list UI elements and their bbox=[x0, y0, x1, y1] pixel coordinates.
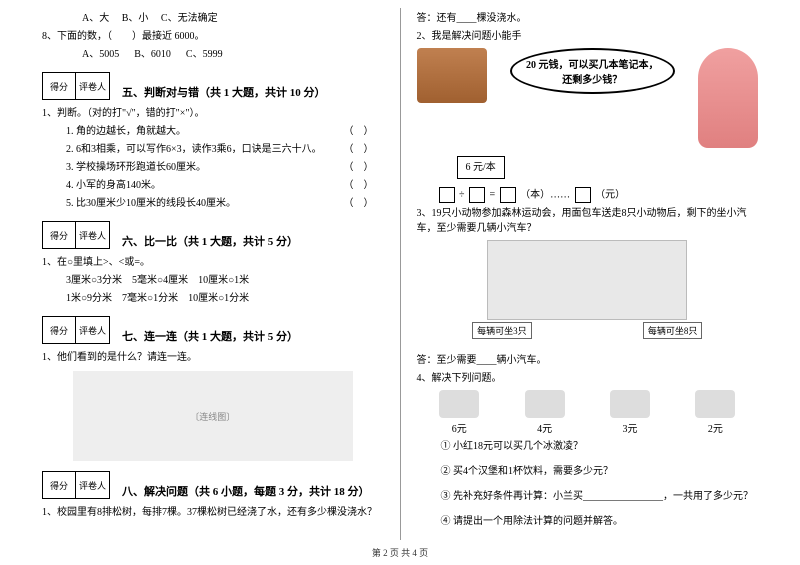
sec5-item: 2. 6和3相乘，可以写作6×3，读作3乘6，口诀是三六十八。 bbox=[66, 144, 322, 155]
paren: （ ） bbox=[344, 124, 374, 139]
cmp: 1米○9分米 bbox=[66, 293, 112, 304]
q8-opt-b: B、6010 bbox=[134, 49, 171, 60]
sec5-item: 3. 学校操场环形跑道长60厘米。 bbox=[66, 162, 206, 173]
page-footer: 第 2 页 共 4 页 bbox=[0, 546, 800, 559]
sub-q4: ④ 请提出一个用除法计算的问题并解答。 bbox=[417, 514, 759, 529]
opt-b: B、小 bbox=[122, 13, 149, 24]
sec7-title: 七、连一连（共 1 大题，共计 5 分） bbox=[122, 328, 384, 344]
price-row: 6元 4元 3元 2元 bbox=[417, 390, 759, 435]
sub-q2: ② 买4个汉堡和1杯饮料，需要多少元？ bbox=[417, 464, 759, 479]
blank-box bbox=[439, 187, 455, 203]
cmp: 3厘米○3分米 bbox=[66, 275, 122, 286]
score-label: 得分 bbox=[42, 471, 76, 499]
sec6-title: 六、比一比（共 1 大题，共计 5 分） bbox=[122, 233, 384, 249]
sec5-item: 4. 小军的身高140米。 bbox=[66, 180, 161, 191]
eq-end: （元） bbox=[595, 189, 625, 200]
q8-opt-a: A、5005 bbox=[82, 49, 119, 60]
eq-mid: （本）…… bbox=[520, 189, 570, 200]
notebook-icon bbox=[417, 48, 487, 103]
sec8-title: 八、解决问题（共 6 小题，每题 3 分，共计 18 分） bbox=[122, 483, 384, 499]
character-icon bbox=[698, 48, 758, 148]
grader-label: 评卷人 bbox=[76, 221, 110, 249]
opt-c: C、无法确定 bbox=[161, 13, 218, 24]
matching-illustration: 〔连线图〕 bbox=[73, 371, 353, 461]
sec5-item: 5. 比30厘米少10厘米的线段长40厘米。 bbox=[66, 198, 236, 209]
grader-label: 评卷人 bbox=[76, 316, 110, 344]
bus-label-a: 每辆可坐3只 bbox=[472, 322, 532, 339]
drink-icon bbox=[525, 390, 565, 418]
score-label: 得分 bbox=[42, 72, 76, 100]
answer-1: 答：还有____棵没浇水。 bbox=[417, 11, 759, 26]
bus-illustration bbox=[487, 240, 687, 320]
hamburger-icon bbox=[439, 390, 479, 418]
cmp: 10厘米○1米 bbox=[198, 275, 249, 286]
paren: （ ） bbox=[344, 160, 374, 175]
bubble-l2: 还剩多少钱？ bbox=[562, 75, 622, 86]
chocolate-icon bbox=[695, 390, 735, 418]
sub-q3: ③ 先补充好条件再计算：小兰买________________，一共用了多少元？ bbox=[417, 489, 759, 504]
q8-opt-c: C、5999 bbox=[186, 49, 223, 60]
price: 6元 bbox=[452, 424, 467, 435]
paren: （ ） bbox=[344, 196, 374, 211]
score-label: 得分 bbox=[42, 316, 76, 344]
cmp: 10厘米○1分米 bbox=[188, 293, 249, 304]
bubble-l1: 20 元钱，可以买几本笔记本， bbox=[526, 60, 659, 71]
answer-3: 答：至少需要____辆小汽车。 bbox=[417, 353, 759, 368]
sec6-q1: 1、在○里填上>、<或=。 bbox=[42, 255, 384, 270]
price: 2元 bbox=[708, 424, 723, 435]
equation-row: ÷ = （本）…… （元） bbox=[437, 187, 759, 203]
blank-box bbox=[469, 187, 485, 203]
sec5-q1: 1、判断。（对的打"√"，错的打"×"）。 bbox=[42, 106, 384, 121]
opt-a: A、大 bbox=[82, 13, 109, 24]
price: 4元 bbox=[537, 424, 552, 435]
icecream-icon bbox=[610, 390, 650, 418]
cmp: 7毫米○1分米 bbox=[122, 293, 178, 304]
blank-box bbox=[500, 187, 516, 203]
blank-box bbox=[575, 187, 591, 203]
grader-label: 评卷人 bbox=[76, 471, 110, 499]
q2-text: 2、我是解决问题小能手 bbox=[417, 29, 759, 44]
paren: （ ） bbox=[344, 178, 374, 193]
q8-text: 8、下面的数，（ ）最接近 6000。 bbox=[42, 29, 384, 44]
score-label: 得分 bbox=[42, 221, 76, 249]
price: 3元 bbox=[622, 424, 637, 435]
q4-text: 4、解决下列问题。 bbox=[417, 371, 759, 386]
price-box: 6 元/本 bbox=[457, 156, 505, 179]
sec7-q1: 1、他们看到的是什么？请连一连。 bbox=[42, 350, 384, 365]
speech-bubble: 20 元钱，可以买几本笔记本， 还剩多少钱？ bbox=[510, 48, 675, 94]
sec5-title: 五、判断对与错（共 1 大题，共计 10 分） bbox=[122, 84, 384, 100]
sec5-item: 1. 角的边越长，角就越大。 bbox=[66, 126, 186, 137]
paren: （ ） bbox=[344, 142, 374, 157]
sec8-q1: 1、校园里有8排松树，每排7棵。37棵松树已经浇了水，还有多少棵没浇水？ bbox=[42, 505, 384, 520]
sub-q1: ① 小红18元可以买几个冰激凌？ bbox=[417, 439, 759, 454]
bus-label-b: 每辆可坐8只 bbox=[643, 322, 703, 339]
column-divider bbox=[400, 8, 401, 540]
grader-label: 评卷人 bbox=[76, 72, 110, 100]
q3-text: 3、19只小动物参加森林运动会，用面包车送走8只小动物后，剩下的坐小汽车，至少需… bbox=[417, 206, 759, 236]
cmp: 5毫米○4厘米 bbox=[132, 275, 188, 286]
